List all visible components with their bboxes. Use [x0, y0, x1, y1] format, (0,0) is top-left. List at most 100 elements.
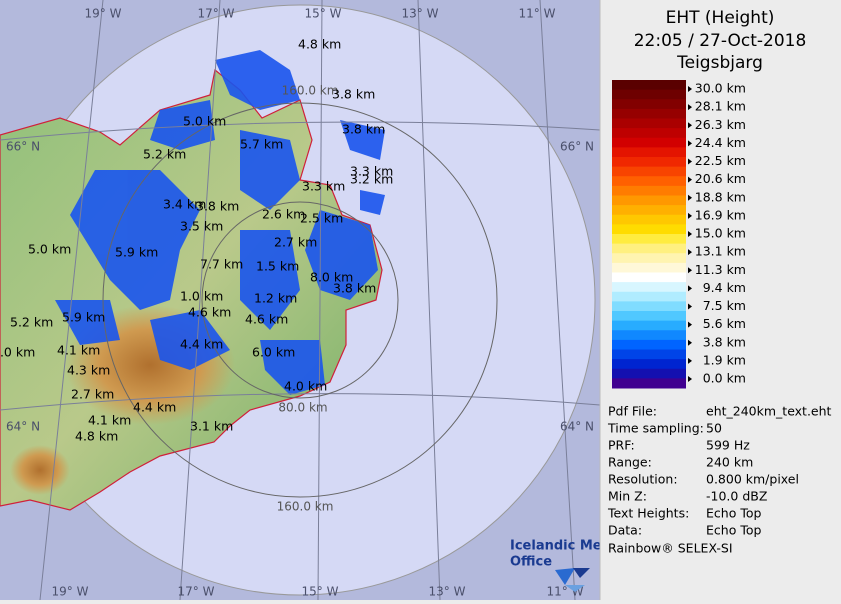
range-ring-label: 160.0 km — [282, 84, 339, 98]
echo-top-label: 5.2 km — [10, 315, 53, 330]
legend-tick — [688, 285, 692, 292]
longitude-label: 15° W — [305, 7, 342, 21]
logo-text: Icelandic Met — [510, 539, 608, 554]
color-band — [612, 80, 686, 91]
info-value: 50 — [706, 421, 722, 436]
info-value: 0.800 km/pixel — [706, 472, 799, 487]
legend-label: 16.9 km — [695, 207, 746, 222]
info-label: Time sampling: — [607, 421, 704, 436]
legend-tick — [688, 194, 692, 201]
legend-label: 5.6 km — [703, 316, 746, 331]
echoes — [55, 50, 385, 395]
echo-top-label: 5.9 km — [115, 245, 158, 260]
echo-top-label: 4.0 km — [284, 379, 327, 394]
color-band — [612, 195, 686, 206]
legend-label: 3.8 km — [703, 334, 746, 349]
legend-tick — [688, 104, 692, 111]
color-band — [612, 253, 686, 264]
echo-top-label: 4.6 km — [245, 312, 288, 327]
echo-top-label: 5.7 km — [240, 137, 283, 152]
range-ring-label: 160.0 km — [277, 500, 334, 514]
legend-label: 15.0 km — [695, 226, 746, 241]
echo-top-label: 3.2 km — [350, 172, 393, 187]
info-label: Data: — [608, 523, 642, 538]
legend-label: 30.0 km — [695, 81, 746, 96]
echo-top-label: 2.7 km — [71, 387, 114, 402]
legend-tick — [688, 357, 692, 364]
legend-label: 22.5 km — [695, 153, 746, 168]
legend-tick — [688, 321, 692, 328]
legend-tick — [688, 249, 692, 256]
info-label: Min Z: — [608, 489, 647, 504]
color-band — [612, 339, 686, 350]
color-band — [612, 99, 686, 110]
echo-top-label: 2.5 km — [300, 211, 343, 226]
legend-label: 0.0 km — [703, 371, 746, 386]
color-band — [612, 320, 686, 331]
echo-top-label: 3.8 km — [196, 199, 239, 214]
legend-tick — [688, 231, 692, 237]
legend-tick — [688, 212, 692, 219]
info-label: PRF: — [608, 438, 635, 453]
footer: Rainbow® SELEX-SI — [608, 541, 733, 556]
echo-top-label: 2.6 km — [262, 207, 305, 222]
longitude-label: 17° W — [198, 7, 235, 21]
legend-tick — [688, 122, 692, 129]
title: EHT (Height) — [666, 8, 775, 28]
echo-top-label: 3.3 km — [350, 164, 393, 179]
graticule — [0, 0, 600, 600]
color-band — [612, 311, 686, 322]
echo-top-label: 7.7 km — [200, 257, 243, 272]
color-band — [612, 147, 686, 158]
legend-tick — [688, 140, 692, 147]
info-label: Range: — [608, 455, 652, 470]
color-band — [612, 359, 686, 370]
echo-top-label: 4.3 km — [67, 363, 110, 378]
legend-tick — [688, 303, 692, 310]
color-band — [612, 185, 686, 196]
echo-top-label: 1.2 km — [254, 291, 297, 306]
echo-top-label: 4.1 km — [88, 413, 131, 428]
echo-top-label: 0.0 km — [0, 345, 35, 360]
legend-label: 1.9 km — [703, 352, 746, 367]
echo-top-label: 3.5 km — [180, 219, 223, 234]
logo-text: Office — [510, 555, 552, 570]
info-value: 599 Hz — [706, 438, 750, 453]
echo-top-label: 1.5 km — [256, 259, 299, 274]
color-band — [612, 368, 686, 379]
echo-top-label: 2.7 km — [274, 235, 317, 250]
legend-tick — [688, 267, 692, 274]
legend-label: 11.3 km — [695, 262, 746, 277]
color-band — [612, 176, 686, 187]
echo-top-label: 4.4 km — [133, 400, 176, 415]
logo — [555, 568, 590, 592]
color-band — [612, 89, 686, 100]
echo-top-label: 4.8 km — [75, 429, 118, 444]
longitude-label: 15° W — [302, 585, 339, 599]
info-label: Text Heights: — [607, 506, 689, 521]
echo-top-label: 5.0 km — [183, 114, 226, 129]
color-band — [612, 378, 686, 389]
legend-tick — [688, 86, 692, 92]
info-value: Echo Top — [706, 523, 761, 538]
legend-label: 28.1 km — [695, 99, 746, 114]
echo-top-label: 3.3 km — [302, 179, 345, 194]
info-label: Resolution: — [608, 472, 678, 487]
range-ring-label: 80.0 km — [278, 401, 327, 415]
info-label: Pdf File: — [608, 404, 657, 419]
longitude-label: 13° W — [402, 7, 439, 21]
color-band — [612, 224, 686, 235]
legend-label: 20.6 km — [695, 171, 746, 186]
echo-top-label: 3.1 km — [190, 419, 233, 434]
color-band — [612, 108, 686, 119]
site: Teigsbjarg — [676, 53, 763, 73]
legend-tick — [688, 339, 692, 346]
echo-top-label: 5.9 km — [62, 310, 105, 325]
legend-label: 9.4 km — [703, 280, 746, 295]
map: 19° W 17° W 15° W 13° W 11° W 19° W 17° W 15° W… — [0, 0, 608, 600]
color-band — [612, 272, 686, 283]
echo-top-label: 5.0 km — [28, 242, 71, 257]
legend-tick — [688, 176, 692, 183]
